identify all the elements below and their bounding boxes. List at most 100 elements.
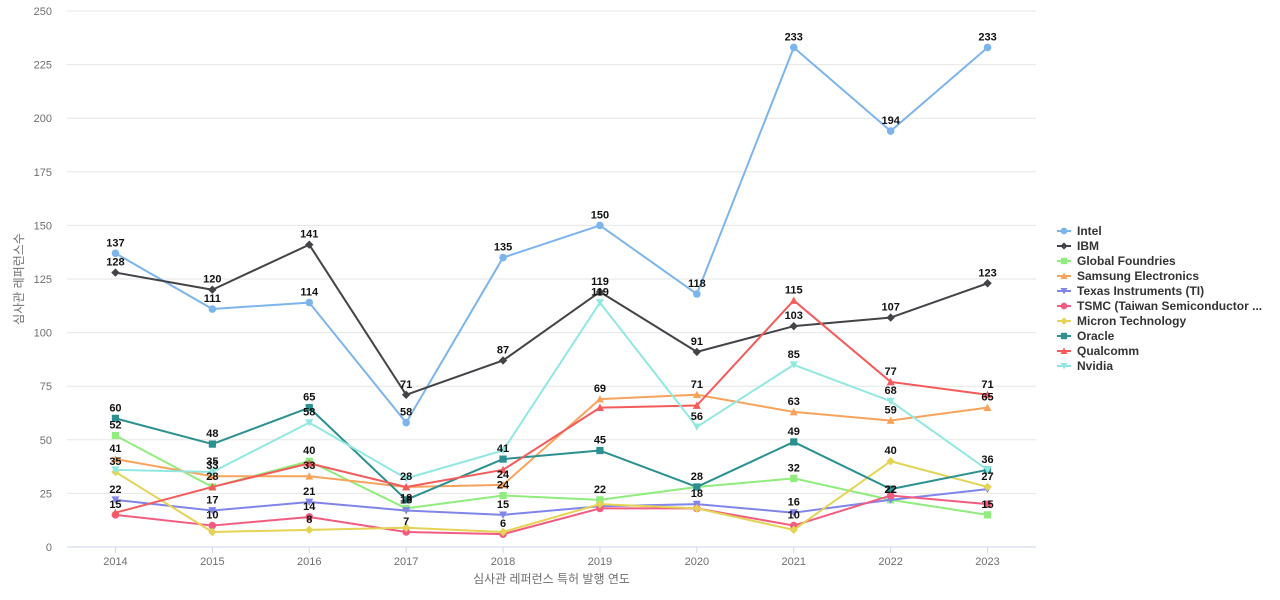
data-point[interactable] <box>208 305 217 313</box>
series-line[interactable] <box>114 243 989 396</box>
legend-item[interactable]: TSMC (Taiwan Semiconductor ... <box>1057 299 1262 313</box>
legend-marker[interactable] <box>1060 332 1068 340</box>
series-line[interactable] <box>114 46 989 424</box>
legend-marker[interactable] <box>1060 242 1068 250</box>
data-point[interactable] <box>595 287 605 297</box>
data-point[interactable] <box>499 253 507 262</box>
data-point[interactable] <box>983 403 992 412</box>
data-point[interactable] <box>499 455 507 463</box>
data-point[interactable] <box>983 511 992 519</box>
legend-item[interactable]: Oracle <box>1057 329 1115 343</box>
data-point[interactable] <box>208 527 217 537</box>
series-line[interactable] <box>114 393 989 488</box>
data-point[interactable] <box>402 418 410 427</box>
series-line[interactable] <box>114 494 989 536</box>
data-point[interactable] <box>886 457 895 466</box>
data-point[interactable] <box>402 507 411 515</box>
data-point[interactable] <box>111 249 120 258</box>
legend-item[interactable]: Global Foundries <box>1057 254 1176 268</box>
legend-marker[interactable] <box>1060 227 1068 235</box>
data-point[interactable] <box>402 474 411 483</box>
data-point[interactable] <box>596 446 604 455</box>
data-point[interactable] <box>983 43 992 52</box>
data-point[interactable] <box>208 468 217 476</box>
data-point[interactable] <box>886 416 895 424</box>
data-point[interactable] <box>886 397 895 406</box>
data-point[interactable] <box>208 285 217 294</box>
data-point[interactable] <box>498 527 508 537</box>
legend-item[interactable]: Texas Instruments (TI) <box>1057 284 1204 298</box>
data-point[interactable] <box>305 298 314 307</box>
data-point[interactable] <box>595 499 605 509</box>
data-point[interactable] <box>789 525 798 535</box>
data-point[interactable] <box>789 407 798 416</box>
data-point[interactable] <box>111 431 120 440</box>
series-line[interactable] <box>114 434 989 516</box>
legend-marker[interactable] <box>1060 347 1068 354</box>
data-point[interactable] <box>305 419 314 427</box>
data-point[interactable] <box>983 279 992 288</box>
legend-marker[interactable] <box>1060 257 1068 265</box>
data-point[interactable] <box>498 356 508 365</box>
data-point[interactable] <box>692 423 701 431</box>
data-point[interactable] <box>693 483 701 491</box>
data-point[interactable] <box>402 482 411 491</box>
data-point[interactable] <box>111 414 120 422</box>
data-point[interactable] <box>886 377 895 386</box>
data-point[interactable] <box>692 504 702 513</box>
data-point[interactable] <box>886 313 895 322</box>
data-point[interactable] <box>886 491 895 500</box>
data-point[interactable] <box>402 528 410 536</box>
data-point[interactable] <box>499 447 508 455</box>
legend-marker[interactable] <box>1060 272 1068 279</box>
data-point[interactable] <box>305 472 314 480</box>
data-point[interactable] <box>983 390 992 399</box>
series-line[interactable] <box>114 406 989 501</box>
data-point[interactable] <box>499 511 508 519</box>
data-point[interactable] <box>499 465 508 474</box>
legend-marker[interactable] <box>1060 302 1068 310</box>
legend-item[interactable]: Nvidia <box>1057 359 1113 373</box>
data-point[interactable] <box>111 466 120 474</box>
data-point[interactable] <box>402 496 410 504</box>
data-point[interactable] <box>401 390 411 399</box>
data-point[interactable] <box>596 221 604 230</box>
data-point[interactable] <box>789 361 798 369</box>
data-point[interactable] <box>983 482 992 492</box>
data-point[interactable] <box>305 240 314 249</box>
series-line[interactable] <box>114 299 989 514</box>
legend-item[interactable]: Qualcomm <box>1057 344 1139 358</box>
data-point[interactable] <box>208 507 217 515</box>
data-point[interactable] <box>790 474 798 482</box>
data-point[interactable] <box>596 496 604 504</box>
data-point[interactable] <box>595 299 604 307</box>
data-point[interactable] <box>886 127 895 135</box>
data-point[interactable] <box>983 466 992 474</box>
data-point[interactable] <box>595 403 604 412</box>
data-point[interactable] <box>499 480 508 489</box>
data-point[interactable] <box>305 404 313 412</box>
series-line[interactable] <box>114 488 989 516</box>
series-line[interactable] <box>114 460 989 533</box>
data-point[interactable] <box>208 521 217 530</box>
data-point[interactable] <box>692 401 701 409</box>
data-point[interactable] <box>596 504 604 513</box>
data-point[interactable] <box>401 523 411 532</box>
data-point[interactable] <box>789 509 798 517</box>
legend-item[interactable]: Micron Technology <box>1057 314 1186 328</box>
data-point[interactable] <box>305 525 314 535</box>
legend-item[interactable]: Samsung Electronics <box>1057 269 1199 283</box>
data-point[interactable] <box>983 500 992 508</box>
data-point[interactable] <box>208 482 217 491</box>
data-point[interactable] <box>111 508 120 517</box>
legend-item[interactable]: Intel <box>1057 224 1102 238</box>
data-point[interactable] <box>305 498 314 506</box>
data-point[interactable] <box>789 296 798 304</box>
data-point[interactable] <box>305 459 314 467</box>
legend-marker[interactable] <box>1060 288 1068 295</box>
data-point[interactable] <box>887 485 895 493</box>
data-point[interactable] <box>693 290 701 298</box>
data-point[interactable] <box>208 440 216 448</box>
legend-marker[interactable] <box>1060 363 1068 370</box>
